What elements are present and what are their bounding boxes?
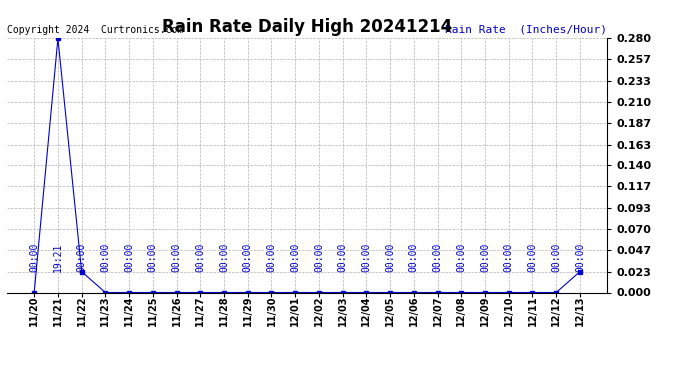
Text: 00:00: 00:00 [527,242,538,272]
Text: 00:00: 00:00 [172,242,181,272]
Text: 00:00: 00:00 [480,242,490,272]
Text: 00:00: 00:00 [100,242,110,272]
Text: Copyright 2024  Curtronics.com: Copyright 2024 Curtronics.com [7,25,183,35]
Text: 11/20: 11/20 [29,295,39,326]
Text: 00:00: 00:00 [314,242,324,272]
Text: 12/04: 12/04 [362,295,371,326]
Text: 00:00: 00:00 [266,242,277,272]
Text: 00:00: 00:00 [337,242,348,272]
Text: 11/27: 11/27 [195,295,206,326]
Text: 11/21: 11/21 [53,295,63,326]
Text: 12/09: 12/09 [480,295,490,326]
Text: 19:21: 19:21 [53,242,63,272]
Text: 12/10: 12/10 [504,295,514,326]
Text: 12/13: 12/13 [575,295,585,326]
Text: 11/26: 11/26 [172,295,181,326]
Text: 12/01: 12/01 [290,295,300,326]
Text: 00:00: 00:00 [433,242,442,272]
Text: 12/11: 12/11 [527,295,538,326]
Text: 00:00: 00:00 [456,242,466,272]
Text: 00:00: 00:00 [148,242,158,272]
Text: 00:00: 00:00 [575,242,585,272]
Text: 12/03: 12/03 [337,295,348,326]
Text: 11/30: 11/30 [266,295,277,326]
Text: 00:00: 00:00 [408,242,419,272]
Text: 00:00: 00:00 [124,242,134,272]
Text: 00:00: 00:00 [385,242,395,272]
Text: 12/08: 12/08 [456,295,466,326]
Title: Rain Rate Daily High 20241214: Rain Rate Daily High 20241214 [162,18,452,36]
Text: 00:00: 00:00 [551,242,561,272]
Text: 00:00: 00:00 [362,242,371,272]
Text: Rain Rate  (Inches/Hour): Rain Rate (Inches/Hour) [445,25,607,35]
Text: 11/28: 11/28 [219,295,229,326]
Text: 11/29: 11/29 [243,295,253,326]
Text: 12/05: 12/05 [385,295,395,326]
Text: 12/12: 12/12 [551,295,561,326]
Text: 00:00: 00:00 [219,242,229,272]
Text: 12/02: 12/02 [314,295,324,326]
Text: 12/07: 12/07 [433,295,442,326]
Text: 00:00: 00:00 [77,242,87,272]
Text: 11/25: 11/25 [148,295,158,326]
Text: 12/06: 12/06 [408,295,419,326]
Text: 00:00: 00:00 [504,242,514,272]
Text: 11/24: 11/24 [124,295,134,326]
Text: 00:00: 00:00 [195,242,206,272]
Text: 00:00: 00:00 [243,242,253,272]
Text: 11/22: 11/22 [77,295,87,326]
Text: 11/23: 11/23 [100,295,110,326]
Text: 00:00: 00:00 [290,242,300,272]
Text: 00:00: 00:00 [29,242,39,272]
